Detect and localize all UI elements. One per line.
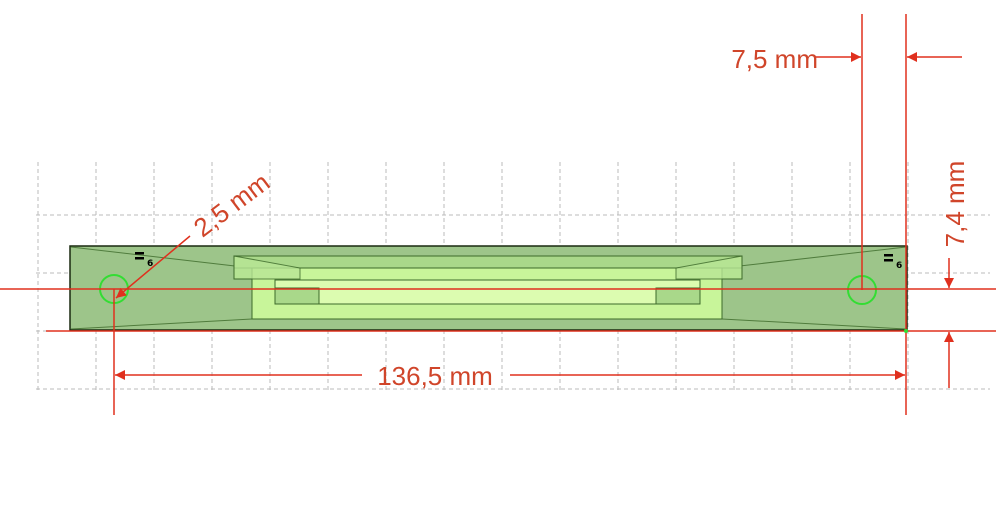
height-label: 7,4 mm bbox=[940, 161, 970, 248]
part-body bbox=[69, 245, 908, 331]
constraint-tag-left-label: 6 bbox=[147, 259, 153, 269]
dimension-hole-offset: 7,5 mm bbox=[731, 44, 962, 74]
inner-step bbox=[274, 279, 701, 305]
hole-spacing-label: 136,5 mm bbox=[377, 361, 493, 391]
constraint-tag-right-label: 6 bbox=[896, 261, 902, 271]
hole-offset-label: 7,5 mm bbox=[731, 44, 818, 74]
dimension-hole-spacing: 136,5 mm bbox=[115, 361, 905, 391]
dimension-height: 7,4 mm bbox=[940, 161, 970, 388]
corner-point bbox=[904, 329, 908, 333]
hole-diameter-label: 2,5 mm bbox=[188, 167, 275, 243]
step-right-block bbox=[655, 287, 701, 305]
constraint-tag-left: 6 bbox=[135, 252, 153, 269]
reference-lines bbox=[0, 14, 996, 415]
step-left-block bbox=[274, 287, 320, 305]
constraint-tag-right: 6 bbox=[884, 254, 902, 271]
